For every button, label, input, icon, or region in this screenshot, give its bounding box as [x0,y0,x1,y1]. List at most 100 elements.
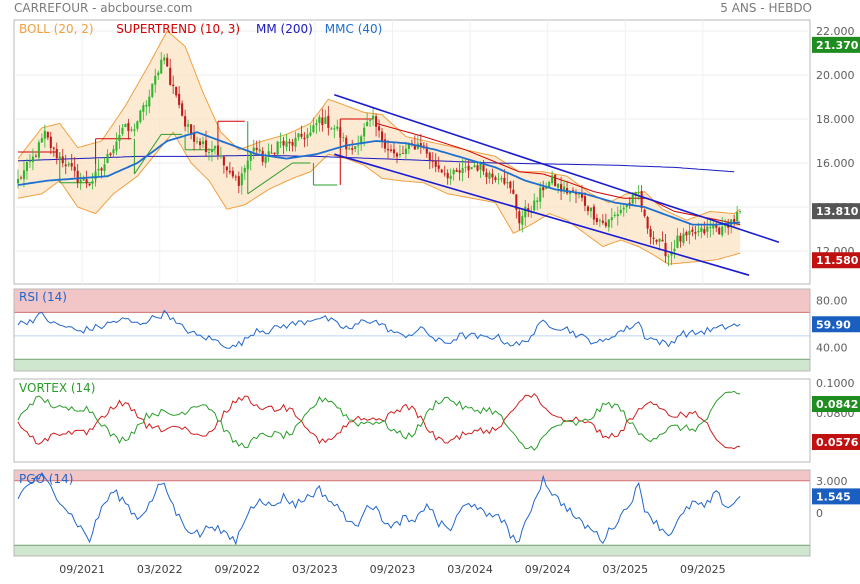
candle-body [181,103,184,116]
candle-body [631,194,634,204]
pgo-upper-zone [14,470,810,481]
candle-body [404,148,407,154]
candle-body [204,140,208,152]
candle-body [157,72,160,76]
candle-body [628,202,631,205]
candle-body [688,230,691,236]
candle-body [643,209,646,216]
candle-body [31,156,34,163]
candle-body [467,165,470,171]
candle-body [16,178,20,184]
price-y-tick: 22.000 [816,25,855,38]
candle-body [604,222,607,227]
candle-body [739,211,742,212]
candle-body [261,150,264,162]
rsi-title: RSI (14) [19,290,67,304]
candle-body [46,131,49,138]
price-legend-item: MMC (40) [325,22,383,36]
candle-body [619,209,622,214]
candle-body [160,59,163,74]
bollinger-lower-line [17,131,741,265]
candle-body [124,124,127,128]
pgo-panel-frame [13,469,811,557]
candle-body [464,166,467,168]
price-y-tick: 16.000 [816,157,855,170]
rsi-oversold-zone [14,359,810,371]
candle-body [485,172,488,178]
candle-body [366,122,369,127]
candle-body [497,178,500,180]
candle-body [243,167,246,173]
vortex-badge-plus [812,396,860,412]
candle-body [372,115,375,120]
candle-body [515,194,518,210]
candle-body [351,148,354,150]
candle-body [589,207,592,212]
candle-body [363,127,366,137]
candle-body [601,220,604,223]
x-axis-tick: 09/2022 [214,563,260,576]
candle-body [336,126,339,129]
supertrend-segment [543,173,571,184]
candle-body [398,153,401,156]
candle-body [106,153,109,163]
chart-title: CARREFOUR - abcbourse.com [14,1,193,15]
vortex-plus-line [17,390,741,451]
candle-body [184,116,187,127]
candle-body [527,208,530,212]
candle-body [330,128,333,130]
candle-body [321,117,324,126]
candle-body [482,165,485,172]
candle-body [297,133,300,138]
candle-body [100,168,103,171]
candle-body [443,173,446,175]
candle-body [109,153,112,156]
candle-body [52,147,55,149]
candle-body [679,235,682,242]
candle-body [166,57,169,67]
candle-body [178,93,181,105]
pgo-line [17,471,741,546]
candle-body [255,147,258,150]
candle-body [607,219,610,228]
candle-body [303,137,306,140]
channel-upper-line [334,94,780,243]
candle-body [103,164,106,171]
vortex-badge-minus [812,434,860,450]
candle-body [82,178,85,181]
candle-body [306,134,309,139]
candle-body [324,117,327,124]
pgo-y-tick: 0 [816,507,823,520]
candle-body [231,170,234,177]
candle-body [440,169,443,173]
candle-body [518,211,521,224]
candle-body [610,217,613,221]
candle-body [333,128,336,130]
candle-body [127,122,130,132]
candle-body [76,170,79,183]
price-legend-item: MM (200) [256,22,313,36]
candle-body [431,160,434,162]
candle-body [67,163,70,166]
candle-body [476,165,479,171]
candle-body [625,203,628,208]
supertrend-segment [519,171,544,175]
candle-body [661,239,664,242]
candle-body [577,193,581,195]
candle-body [521,216,524,225]
candle-body [712,225,715,229]
price-y-tick: 18.000 [816,113,855,126]
candle-body [383,139,387,149]
candle-body [649,228,652,237]
supertrend-segment [375,122,424,138]
candle-body [88,183,91,186]
candle-body [598,220,601,222]
candle-body [169,67,172,85]
candle-body [154,75,157,85]
candle-body [407,142,410,149]
candle-body [70,163,73,167]
candle-body [264,156,267,164]
candle-body [85,179,88,184]
candle-body [670,251,673,256]
